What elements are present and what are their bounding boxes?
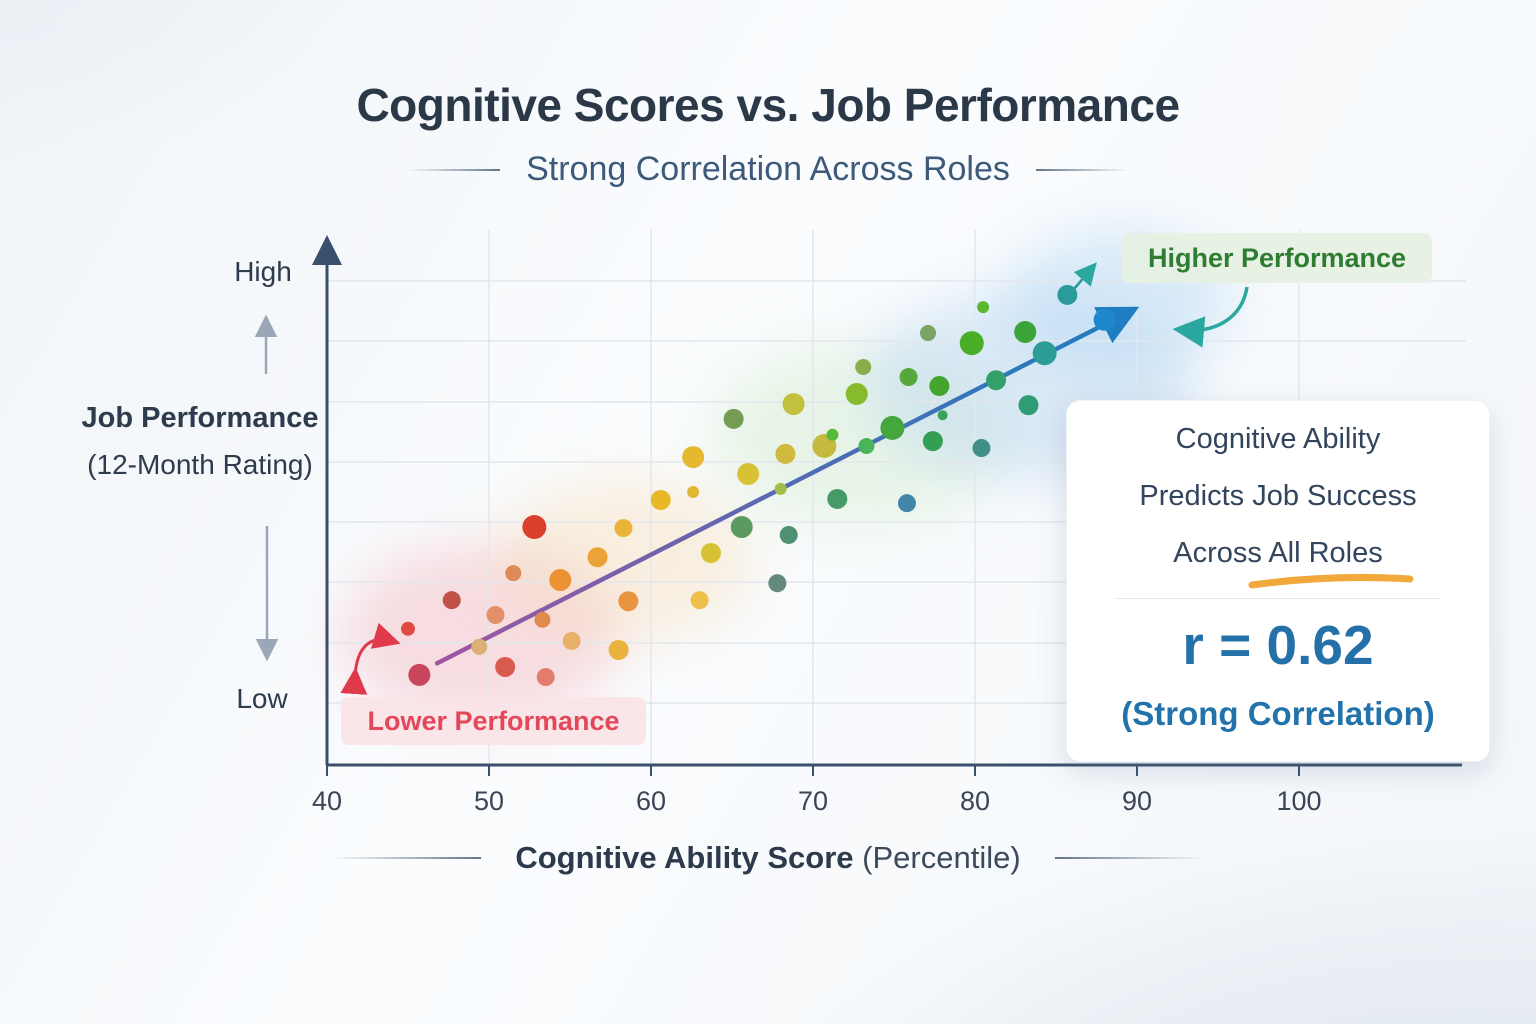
higher-performance-badge: Higher Performance: [1122, 233, 1432, 283]
x-tick-label: 100: [1276, 786, 1322, 816]
subtitle-right-dash: [1035, 168, 1128, 171]
page-subtitle: Strong Correlation Across Roles: [526, 150, 1010, 188]
x-axis-ticks: [326, 765, 1300, 776]
x-axis-title-main: Cognitive Ability Score: [515, 840, 854, 875]
insight-card: Cognitive Ability Predicts Job Success A…: [1066, 400, 1490, 762]
underline-swoosh-icon: [1247, 571, 1417, 591]
x-tick-label: 60: [635, 786, 667, 816]
x-tick-label: 70: [797, 786, 829, 816]
y-axis-high-label: High: [234, 256, 292, 287]
page-title: Cognitive Scores vs. Job Performance: [356, 79, 1180, 131]
card-heading-line2: Predicts Job Success: [1139, 480, 1417, 512]
subtitle-left-dash: [408, 168, 501, 171]
higher-performance-label: Higher Performance: [1147, 242, 1407, 273]
x-axis-title-sub: (Percentile): [862, 840, 1021, 875]
x-tick-label: 90: [1121, 786, 1153, 816]
correlation-value: r = 0.62: [1182, 614, 1374, 676]
y-axis-title-main: Job Performance: [81, 402, 319, 434]
x-tick-label: 50: [473, 786, 505, 816]
x-axis-title-row: Cognitive Ability Score (Percentile): [0, 840, 1536, 876]
axes: [312, 235, 1462, 776]
y-axis-low-label: Low: [236, 683, 288, 714]
y-axis-title-sub: (12-Month Rating): [87, 449, 313, 480]
subtitle-row: Strong Correlation Across Roles: [0, 150, 1536, 189]
x-title-right-dash: [1054, 857, 1205, 859]
arrow-crossbar: [1060, 290, 1075, 303]
y-axis-title: Job Performance (12-Month Rating): [40, 402, 360, 481]
card-heading-line1: Cognitive Ability: [1175, 423, 1381, 455]
card-divider: [1115, 598, 1441, 599]
scatter-points: [401, 284, 1116, 687]
annotation-arrows: [340, 262, 1249, 695]
x-title-left-dash: [331, 857, 482, 859]
higher-performance-arrow-icon: [1172, 286, 1249, 348]
x-axis-title: Cognitive Ability Score (Percentile): [515, 840, 1020, 876]
lower-performance-badge: Lower Performance: [341, 697, 646, 745]
lower-performance-arrow-icon: [340, 622, 401, 695]
x-tick-label: 80: [959, 786, 991, 816]
card-heading-line3: Across All Roles: [1173, 537, 1383, 569]
lower-performance-label: Lower Performance: [367, 705, 620, 736]
x-tick-label: 40: [311, 786, 343, 816]
correlation-note: (Strong Correlation): [1121, 695, 1435, 732]
